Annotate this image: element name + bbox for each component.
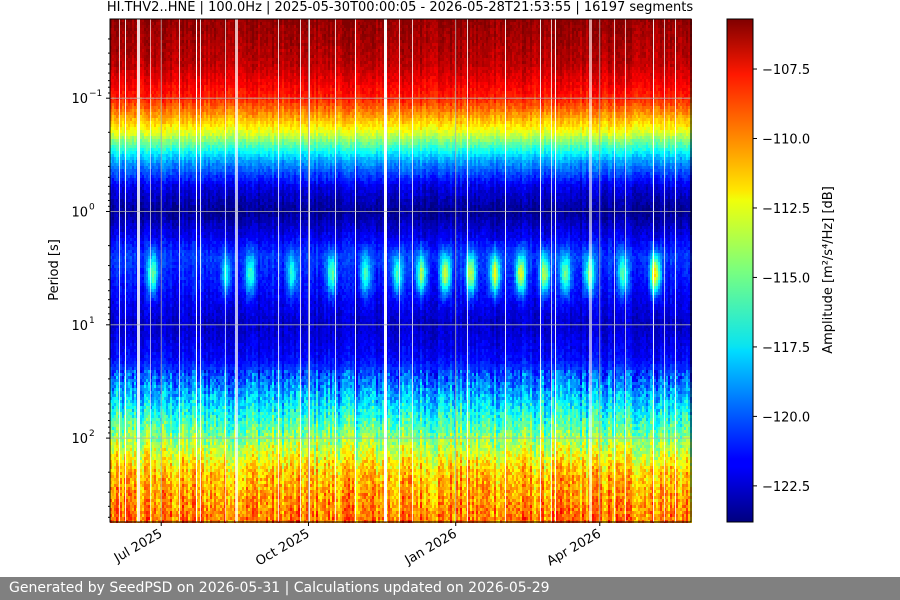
y-tick-label: 10 [71,319,88,334]
colorbar-tick-label: −117.5 [762,341,810,356]
y-tick-label: 10 [71,206,88,221]
colorbar-label: Amplitude [m²/s⁴/Hz] [dB] [821,186,836,354]
colorbar-tick-label: −110.0 [762,132,810,147]
y-axis-label: Period [s] [47,239,62,301]
plot-frame [109,18,692,523]
x-tick-label: Oct 2025 [253,526,312,569]
y-tick-exponent: 2 [89,429,95,439]
y-tick-exponent: −1 [89,89,102,99]
footer-text: Generated by SeedPSD on 2026-05-31 | Cal… [9,580,550,596]
colorbar-tick-label: −122.5 [762,480,810,495]
x-tick-label: Jul 2025 [111,526,165,566]
heatmap [110,19,692,523]
y-tick-exponent: 1 [89,316,95,326]
colorbar-tick-label: −120.0 [762,410,810,425]
colorbar-tick-label: −112.5 [762,202,810,217]
x-tick-label: Apr 2026 [545,526,604,569]
x-tick-label: Jan 2026 [402,526,460,568]
colorbar-tick-label: −107.5 [762,63,810,78]
psd-chart: HI.THV2..HNE | 100.0Hz | 2025-05-30T00:0… [47,0,836,569]
chart-title: HI.THV2..HNE | 100.0Hz | 2025-05-30T00:0… [107,0,694,15]
colorbar [726,18,754,523]
y-tick-exponent: 0 [89,203,95,213]
footer-bar: Generated by SeedPSD on 2026-05-31 | Cal… [0,577,900,600]
data-gaps [119,19,676,522]
x-axis: Jul 2025 Oct 2025 Jan 2026 Apr 2026 [111,522,604,569]
y-tick-label: 10 [71,92,88,107]
colorbar-tick-label: −115.0 [762,271,810,286]
y-tick-label: 10 [71,432,88,447]
grid [110,19,691,522]
colorbar-ticks: −107.5 −110.0 −112.5 −115.0 −117.5 −120.0 −122… [753,63,810,495]
